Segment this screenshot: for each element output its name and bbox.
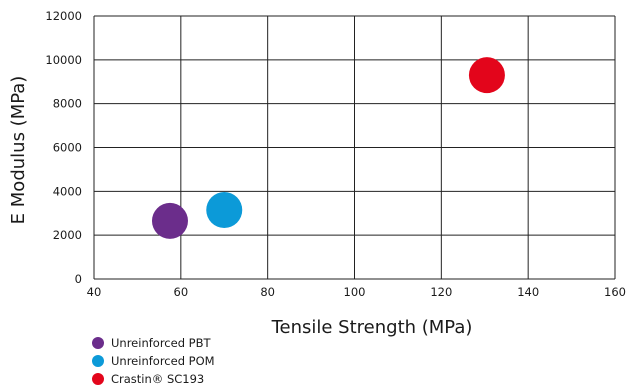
legend-item: Unreinforced PBT: [92, 334, 215, 352]
x-tick-label: 160: [604, 285, 626, 299]
y-tick-label: 2000: [53, 228, 82, 242]
legend-label: Crastin® SC193: [111, 372, 205, 386]
x-tick-label: 140: [517, 285, 539, 299]
legend-marker: [92, 337, 104, 349]
data-points: [151, 57, 505, 239]
y-tick-label: 0: [75, 272, 82, 286]
data-point: [151, 202, 188, 239]
x-tick-label: 120: [430, 285, 452, 299]
legend-marker: [92, 373, 104, 385]
x-tick-labels: 40 60 80 100 120 140 160: [87, 285, 626, 299]
y-tick-label: 10000: [45, 53, 82, 67]
y-tick-labels: 0 2000 4000 6000 8000 10000 12000: [45, 9, 82, 286]
legend-label: Unreinforced PBT: [111, 336, 211, 350]
x-tick-label: 80: [260, 285, 275, 299]
grid-lines: [93, 15, 616, 280]
legend-item: Crastin® SC193: [92, 370, 215, 388]
x-axis-label: Tensile Strength (MPa): [271, 317, 473, 338]
data-point: [206, 191, 243, 228]
data-point: [468, 57, 505, 94]
legend-item: Unreinforced POM: [92, 352, 215, 370]
x-tick-label: 100: [344, 285, 366, 299]
y-tick-label: 6000: [53, 141, 82, 155]
y-tick-label: 12000: [45, 9, 82, 23]
y-tick-label: 8000: [53, 97, 82, 111]
x-tick-label: 40: [87, 285, 102, 299]
legend-marker: [92, 355, 104, 367]
legend-label: Unreinforced POM: [111, 354, 215, 368]
legend: Unreinforced PBT Unreinforced POM Crastin®…: [92, 334, 215, 388]
y-tick-label: 4000: [53, 184, 82, 198]
x-tick-label: 60: [174, 285, 189, 299]
y-axis-label: E Modulus (MPa): [8, 76, 29, 225]
